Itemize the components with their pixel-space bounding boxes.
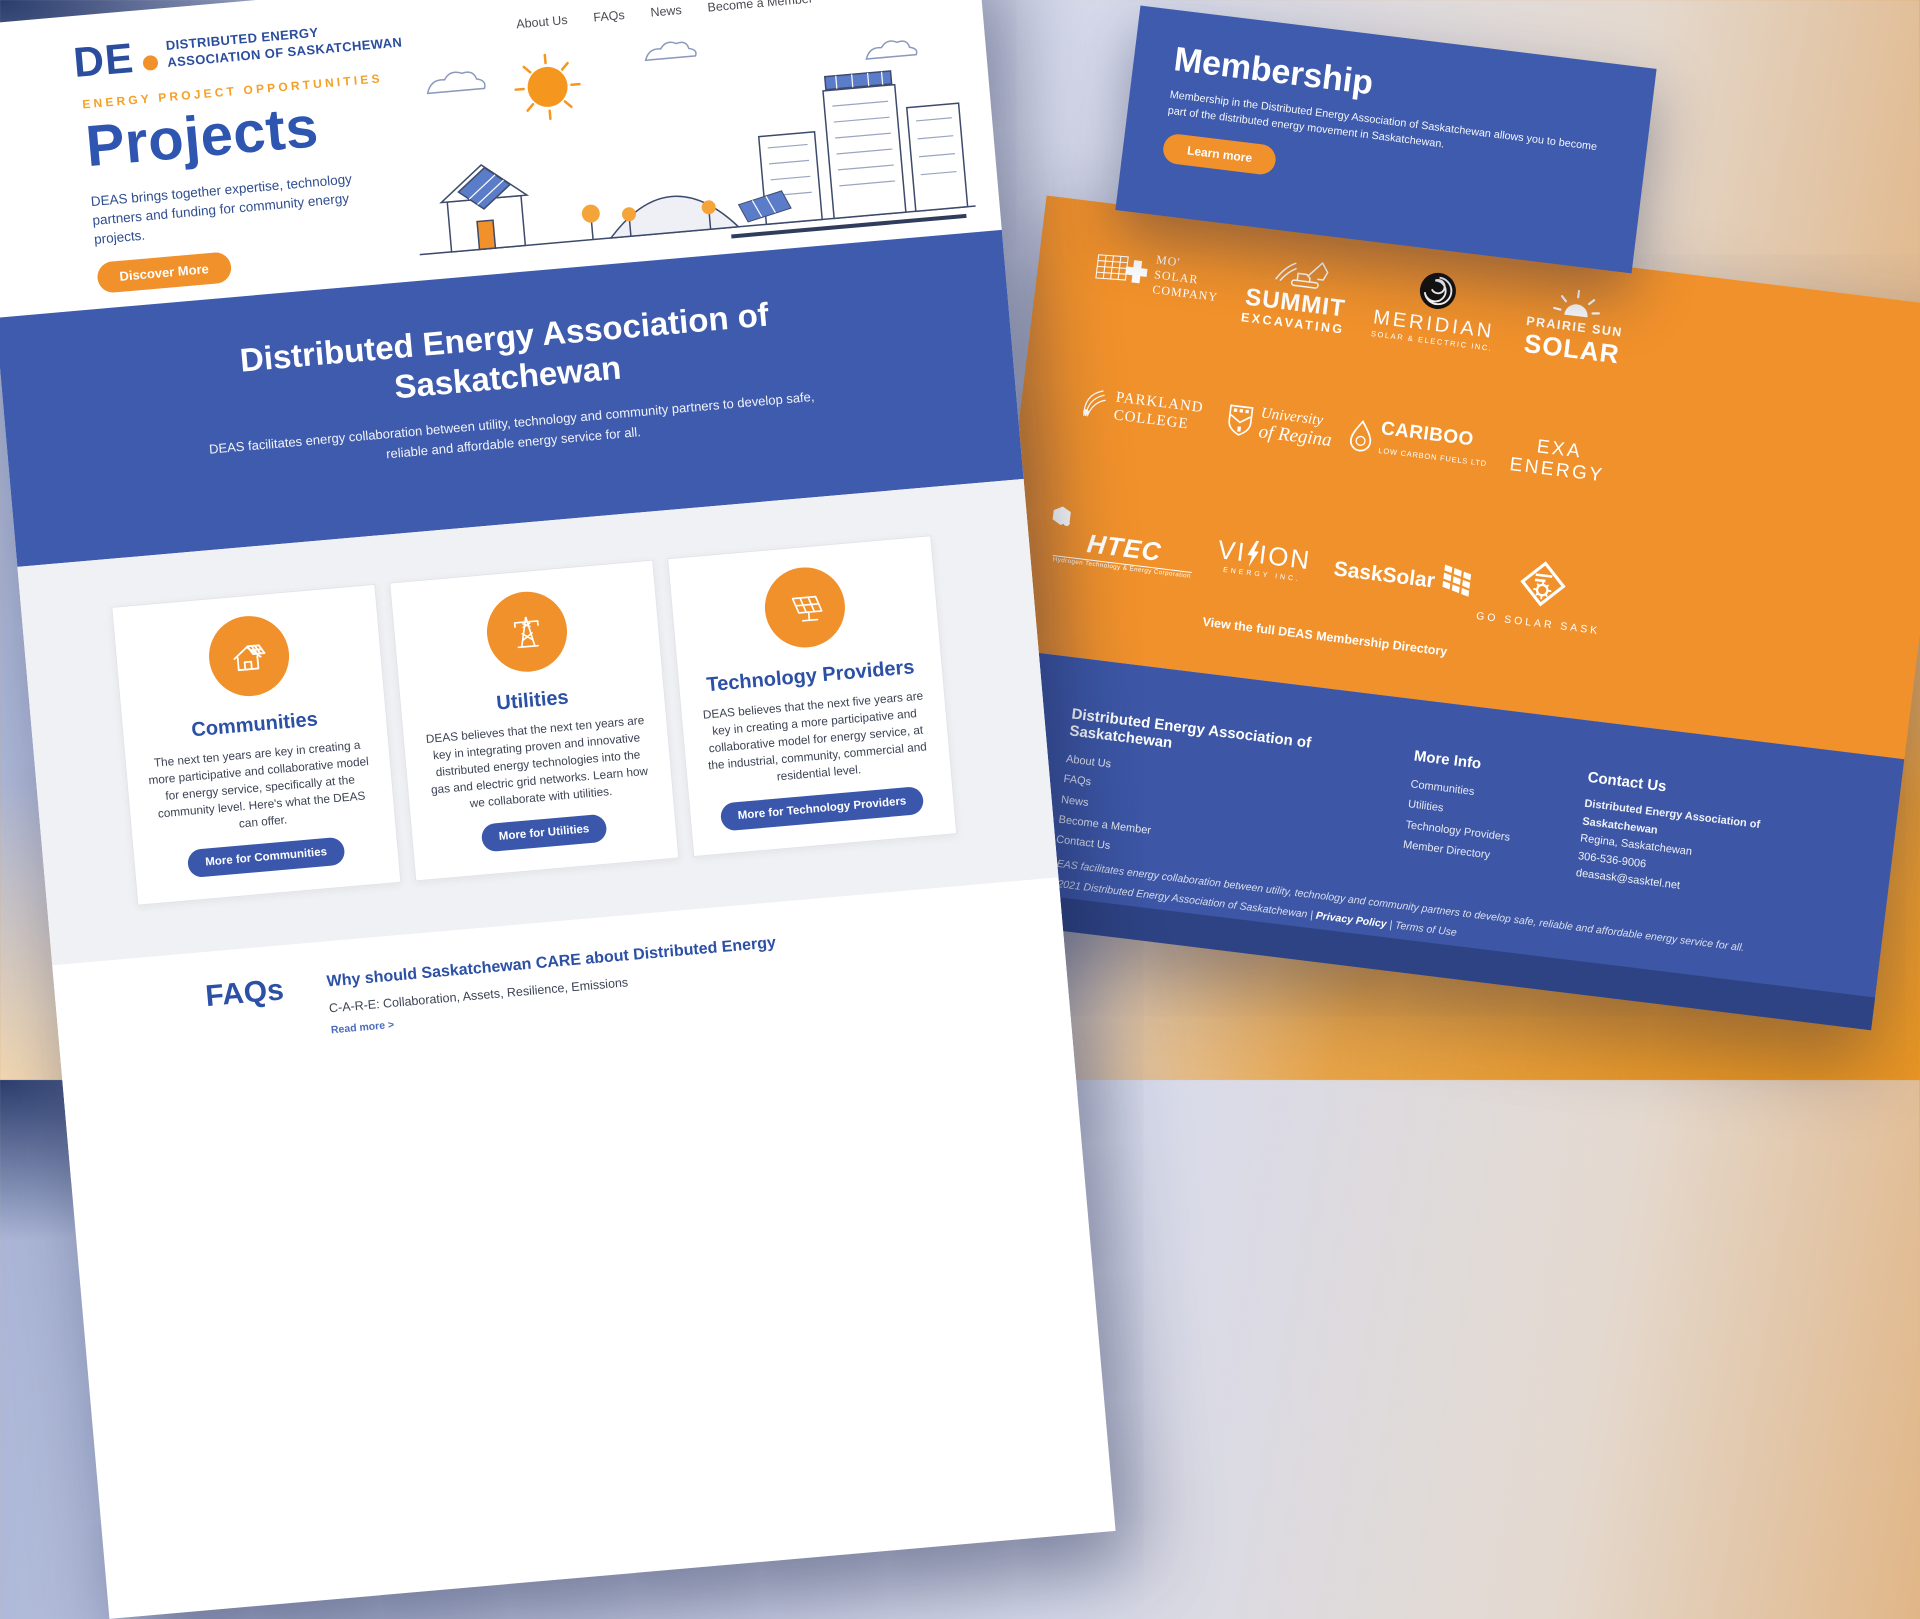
member-logo-meridian-solar[interactable]: MERIDIAN SOLAR & ELECTRIC INC. xyxy=(1370,265,1501,354)
tilted-panel-grid-icon xyxy=(1439,563,1473,604)
member-logo-sasksolar[interactable]: SaskSolar xyxy=(1332,550,1474,605)
excavator-icon xyxy=(1266,250,1332,293)
nav-contact-us[interactable]: Contact Us xyxy=(838,0,901,3)
discover-more-button[interactable]: Discover More xyxy=(96,251,232,294)
logo-wordmark: DISTRIBUTED ENERGY ASSOCIATION OF SASKAT… xyxy=(165,17,403,71)
more-for-technology-providers-button[interactable]: More for Technology Providers xyxy=(720,786,925,832)
utilities-card: Utilities DEAS believes that the next te… xyxy=(389,559,679,881)
logo-dot-icon xyxy=(143,55,159,71)
member-logo-vision-energy[interactable]: VI ION ENERGY INC. xyxy=(1215,535,1313,585)
member-logo-go-solar-sask[interactable]: GO SOLAR SASK xyxy=(1475,551,1608,637)
communities-card: Communities The next ten years are key i… xyxy=(111,584,401,906)
house-solar-icon xyxy=(205,613,292,700)
terms-of-use-link[interactable]: Terms of Use xyxy=(1394,919,1457,938)
hexagon-icon xyxy=(1051,505,1073,527)
technology-providers-card: Technology Providers DEAS believes that … xyxy=(667,535,957,857)
member-logo-university-of-regina[interactable]: University of Regina xyxy=(1226,401,1335,452)
crest-shield-icon xyxy=(1226,404,1255,439)
deas-membership-page: Membership Membership in the Distributed… xyxy=(958,0,1920,1030)
learn-more-button[interactable]: Learn more xyxy=(1161,133,1277,177)
card-body: DEAS believes that the next five years a… xyxy=(700,687,932,792)
solar-panel-icon xyxy=(761,564,848,651)
member-logo-mo-solar[interactable]: MO' SOLAR COMPANY xyxy=(1093,245,1222,305)
diamond-gear-icon xyxy=(1515,556,1571,612)
faq-item: Why should Saskatchewan CARE about Distr… xyxy=(326,930,781,1038)
card-body: DEAS believes that the next ten years ar… xyxy=(422,711,654,816)
transmission-tower-icon xyxy=(483,588,570,675)
faq-read-more-link[interactable]: Read more > xyxy=(330,1019,394,1036)
hero-description: DEAS brings together expertise, technolo… xyxy=(90,168,386,250)
feather-fan-icon xyxy=(1078,385,1110,422)
solar-panel-plus-icon xyxy=(1093,249,1149,293)
sun-icon xyxy=(513,52,582,121)
more-for-communities-button[interactable]: More for Communities xyxy=(187,837,345,878)
member-logo-parkland-college[interactable]: PARKLAND COLLEGE xyxy=(1078,384,1205,435)
logo-initials: DE xyxy=(72,41,135,80)
member-logo-htec[interactable]: HTEC Hydrogen Technology & Energy Corpor… xyxy=(1052,506,1197,581)
nav-faqs[interactable]: FAQs xyxy=(593,8,625,25)
member-logo-prairie-sun-solar[interactable]: PRAIRIE SUN SOLAR xyxy=(1522,284,1627,370)
faq-heading: FAQs xyxy=(204,972,306,1049)
member-logo-exa-energy[interactable]: EXA ENERGY xyxy=(1486,431,1630,490)
swirl-icon xyxy=(1417,270,1459,312)
member-logo-cariboo-fuels[interactable]: CARIBOO LOW CARBON FUELS LTD xyxy=(1348,416,1491,471)
deas-homepage: DE DISTRIBUTED ENERGY ASSOCIATION OF SAS… xyxy=(0,0,1116,1619)
deas-logo[interactable]: DE DISTRIBUTED ENERGY ASSOCIATION OF SAS… xyxy=(72,17,403,79)
nav-about-us[interactable]: About Us xyxy=(516,13,568,31)
rising-sun-icon xyxy=(1549,286,1606,321)
nav-news[interactable]: News xyxy=(650,3,682,20)
member-logo-summit-excavating[interactable]: SUMMIT EXCAVATING xyxy=(1240,247,1353,337)
droplet-icon xyxy=(1348,419,1375,454)
backdrop: DE DISTRIBUTED ENERGY ASSOCIATION OF SAS… xyxy=(0,0,1920,1080)
more-for-utilities-button[interactable]: More for Utilities xyxy=(481,814,608,853)
hero-illustration xyxy=(394,6,984,291)
nav-become-a-member[interactable]: Become a Member xyxy=(707,0,813,15)
card-body: The next ten years are key in creating a… xyxy=(144,736,376,841)
